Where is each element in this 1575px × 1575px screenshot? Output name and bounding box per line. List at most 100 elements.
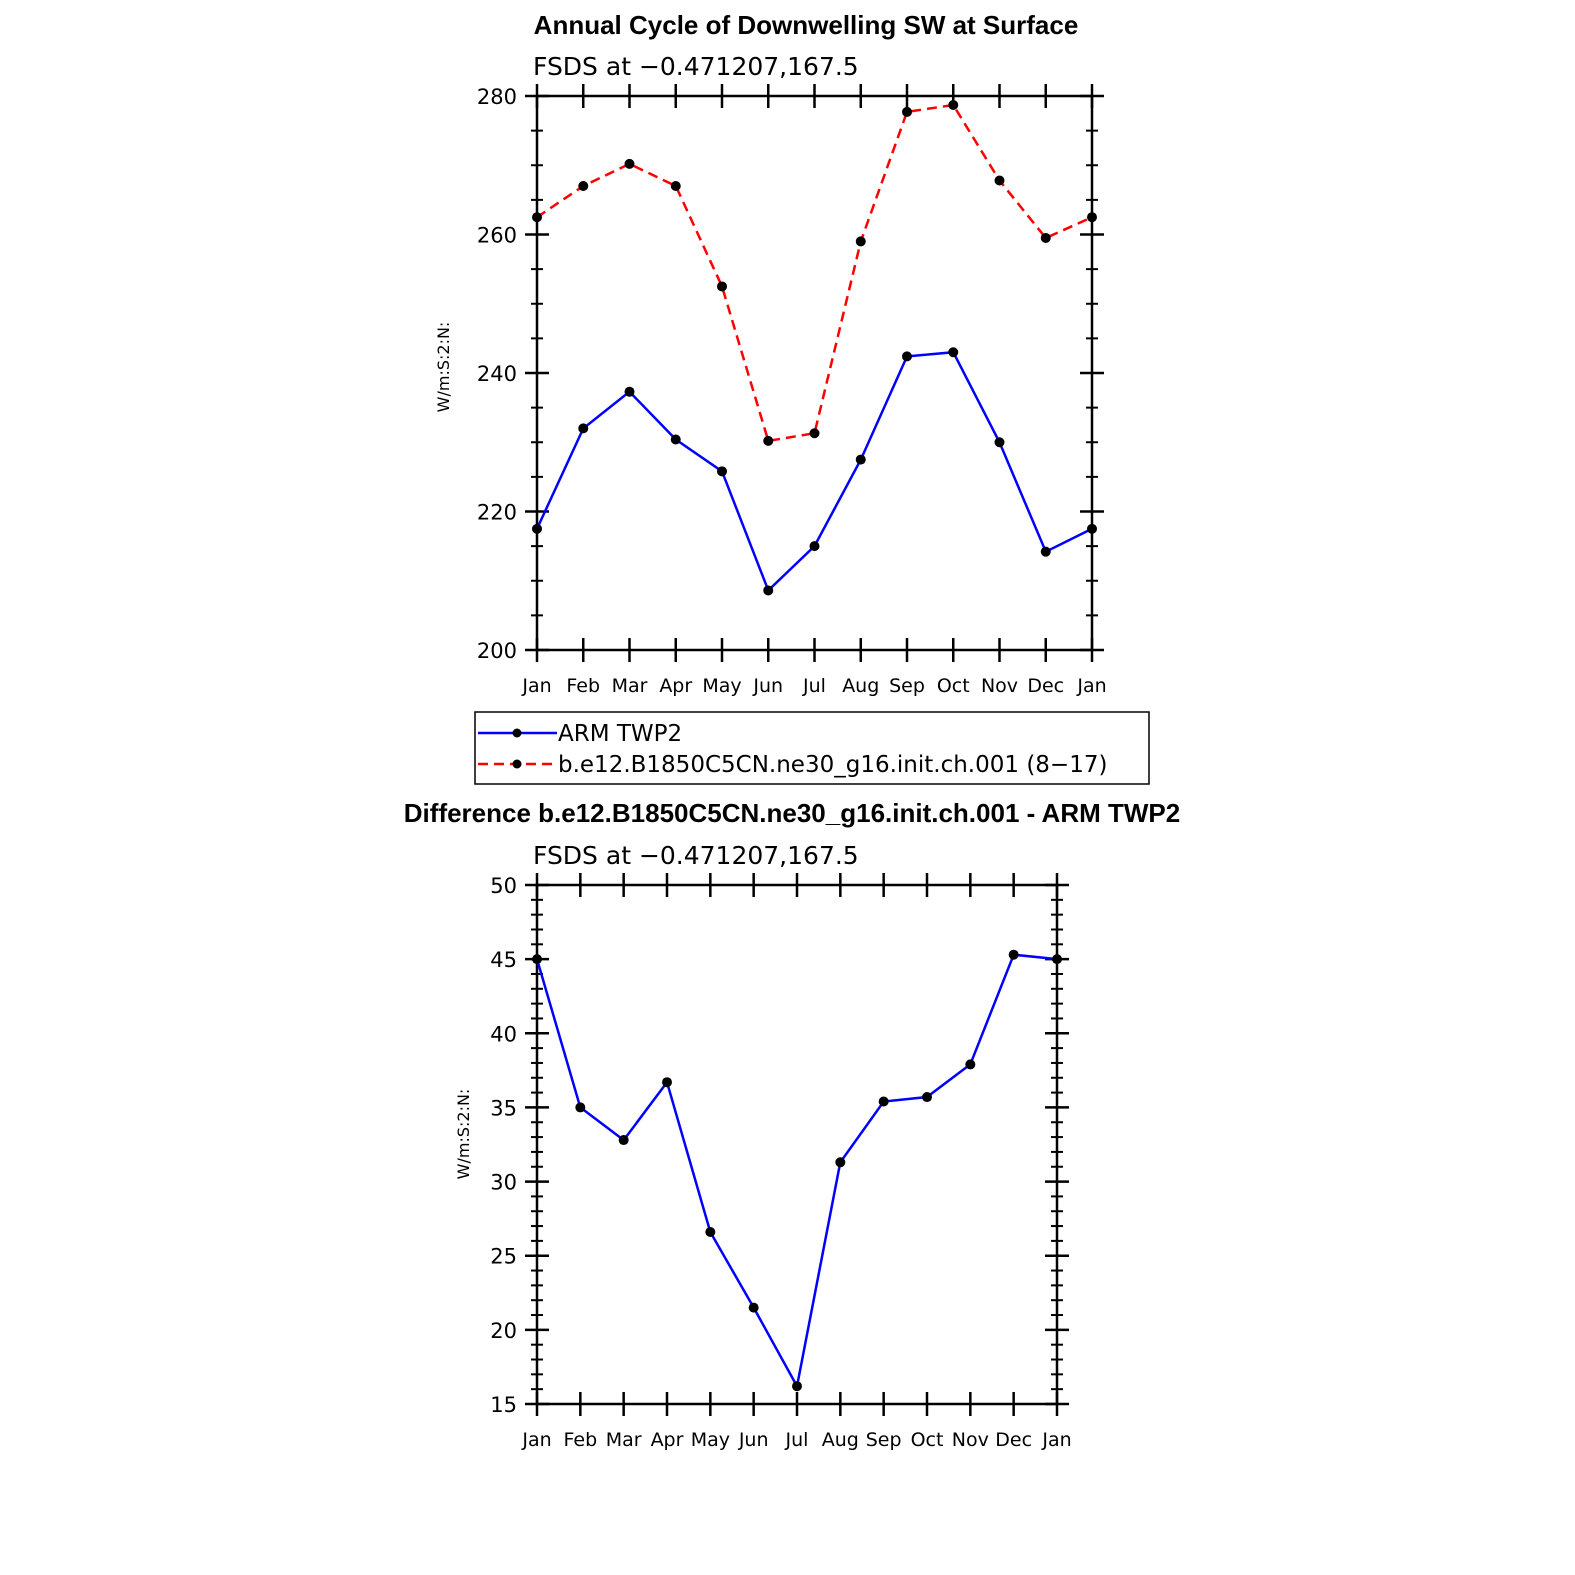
x-tick-label: Jul bbox=[785, 1429, 809, 1451]
series-line-1 bbox=[536, 103, 1093, 443]
plot-frame bbox=[535, 94, 1094, 652]
data-point bbox=[532, 212, 542, 223]
data-point bbox=[835, 1157, 846, 1168]
data-point bbox=[1052, 954, 1062, 965]
x-tick-label: Jan bbox=[521, 675, 551, 697]
data-point bbox=[670, 181, 681, 192]
y-tick-label: 35 bbox=[490, 1096, 517, 1120]
legend-marker-arm bbox=[512, 728, 522, 738]
y-tick-label: 240 bbox=[477, 362, 517, 386]
data-point bbox=[624, 158, 635, 169]
data-point bbox=[855, 454, 866, 465]
x-tick-label: Jan bbox=[1076, 675, 1106, 697]
x-tick-label: Aug bbox=[822, 1429, 859, 1451]
data-point bbox=[624, 386, 635, 397]
series-line-0 bbox=[535, 350, 1093, 593]
y-axis-label: W/m:S:2:N: bbox=[454, 1089, 473, 1180]
y-tick-label: 50 bbox=[490, 874, 517, 898]
x-tick-label: Nov bbox=[952, 1429, 989, 1451]
x-tick-label: Aug bbox=[842, 675, 879, 697]
data-point bbox=[578, 181, 589, 192]
data-point bbox=[532, 954, 542, 965]
series-line-0 bbox=[535, 953, 1058, 1390]
x-tick-label: Nov bbox=[981, 675, 1018, 697]
y-tick-label: 200 bbox=[477, 639, 517, 663]
data-point bbox=[994, 437, 1005, 448]
x-tick-label: Jan bbox=[521, 1429, 551, 1451]
data-point bbox=[717, 466, 727, 477]
data-point bbox=[1040, 546, 1051, 557]
data-point bbox=[1087, 523, 1097, 534]
y-tick-label: 45 bbox=[490, 948, 517, 972]
data-point bbox=[717, 281, 727, 292]
x-tick-label: Sep bbox=[889, 675, 925, 697]
data-point bbox=[670, 434, 681, 445]
y-tick-label: 30 bbox=[490, 1171, 517, 1195]
chart-subtitle: FSDS at −0.471207,167.5 bbox=[533, 841, 859, 870]
legend-label-model: b.e12.B1850C5CN.ne30_g16.init.ch.001 (8−… bbox=[558, 752, 1107, 778]
x-tick-label: Mar bbox=[612, 675, 648, 697]
data-point bbox=[763, 435, 774, 446]
data-point bbox=[1087, 212, 1097, 223]
data-point bbox=[1040, 232, 1051, 243]
chart-subtitle: FSDS at −0.471207,167.5 bbox=[533, 52, 859, 81]
data-point bbox=[948, 100, 959, 111]
x-tick-label: Jul bbox=[802, 675, 826, 697]
x-tick-label: Oct bbox=[937, 675, 970, 697]
axes: 200 220 240 260 280 Jan Feb Mar Apr May Jun Jul Aug S… bbox=[477, 84, 1107, 697]
data-point bbox=[532, 523, 542, 534]
data-point bbox=[922, 1092, 932, 1103]
x-tick-label: Apr bbox=[651, 1429, 684, 1451]
y-axis-label: W/m:S:2:N: bbox=[434, 322, 453, 413]
axes: 15 20 25 30 35 40 45 50 Jan Feb Mar Apr May Jun Jul Aug… bbox=[490, 873, 1072, 1451]
y-tick-label: 25 bbox=[490, 1245, 517, 1269]
y-tick-label: 40 bbox=[490, 1022, 517, 1046]
x-tick-label: May bbox=[702, 675, 741, 697]
x-tick-label: Dec bbox=[1027, 675, 1064, 697]
legend-marker-model bbox=[512, 759, 522, 769]
data-point bbox=[902, 351, 912, 362]
x-tick-label: May bbox=[691, 1429, 730, 1451]
x-tick-label: Oct bbox=[911, 1429, 944, 1451]
chart-title: Annual Cycle of Downwelling SW at Surfac… bbox=[534, 10, 1079, 40]
y-tick-label: 280 bbox=[477, 85, 517, 109]
data-point bbox=[965, 1059, 976, 1070]
data-point bbox=[618, 1135, 629, 1146]
data-point bbox=[809, 428, 820, 439]
x-tick-label: Sep bbox=[866, 1429, 902, 1451]
y-tick-label: 220 bbox=[477, 501, 517, 525]
x-tick-label: Jun bbox=[752, 675, 783, 697]
chart-title: Difference b.e12.B1850C5CN.ne30_g16.init… bbox=[404, 798, 1180, 828]
data-point bbox=[748, 1302, 759, 1313]
data-point bbox=[662, 1077, 672, 1088]
x-tick-label: Jan bbox=[1041, 1429, 1071, 1451]
x-tick-label: Feb bbox=[564, 1429, 598, 1451]
legend-box bbox=[474, 711, 1150, 785]
data-point bbox=[1008, 949, 1019, 960]
plot-frame bbox=[535, 883, 1059, 1406]
x-tick-label: Feb bbox=[566, 675, 600, 697]
difference-chart: Difference b.e12.B1850C5CN.ne30_g16.init… bbox=[404, 798, 1180, 1451]
data-point bbox=[809, 541, 820, 552]
data-point bbox=[855, 236, 866, 247]
x-tick-label: Mar bbox=[606, 1429, 642, 1451]
annual-cycle-chart: Annual Cycle of Downwelling SW at Surfac… bbox=[434, 10, 1107, 697]
legend: ARM TWP2 b.e12.B1850C5CN.ne30_g16.init.c… bbox=[474, 711, 1150, 785]
y-tick-label: 15 bbox=[490, 1393, 517, 1417]
series-layer bbox=[532, 100, 1097, 596]
x-tick-label: Apr bbox=[659, 675, 692, 697]
legend-label-arm: ARM TWP2 bbox=[558, 721, 682, 747]
y-tick-label: 260 bbox=[477, 224, 517, 248]
series-layer bbox=[532, 949, 1062, 1392]
x-tick-label: Jun bbox=[738, 1429, 769, 1451]
data-point bbox=[902, 106, 912, 117]
data-point bbox=[948, 347, 959, 358]
data-point bbox=[575, 1102, 586, 1113]
data-point bbox=[994, 175, 1005, 186]
data-point bbox=[878, 1096, 889, 1107]
data-point bbox=[578, 423, 589, 434]
data-point bbox=[705, 1226, 716, 1237]
x-tick-label: Dec bbox=[995, 1429, 1032, 1451]
data-point bbox=[763, 585, 774, 596]
